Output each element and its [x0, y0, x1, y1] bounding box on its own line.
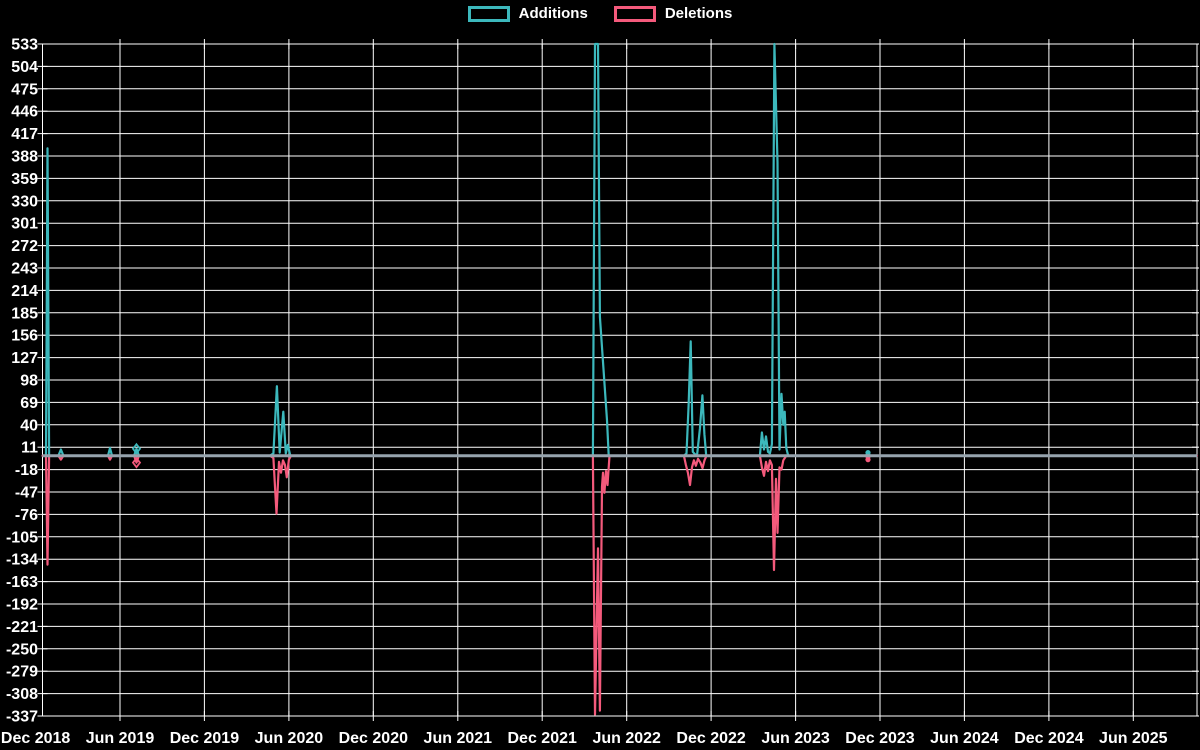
y-tick-label: 272: [11, 238, 38, 255]
y-tick-label: 446: [11, 104, 38, 121]
y-tick-label: 127: [11, 350, 38, 367]
additions-key-label: Additions: [518, 5, 588, 22]
x-tick-label: Jun 2025: [1099, 730, 1168, 747]
y-tick-label: 185: [11, 305, 38, 322]
y-tick-label: -308: [6, 686, 38, 703]
x-tick-label: Dec 2019: [170, 730, 239, 747]
x-tick-label: Dec 2024: [1014, 730, 1083, 747]
y-tick-label: 40: [20, 417, 38, 434]
y-tick-label: 243: [11, 261, 38, 278]
chart-legend: Additions Deletions: [0, 5, 1200, 22]
y-tick-label: 98: [20, 373, 38, 390]
additions-line: [41, 42, 1198, 457]
y-tick-label: 417: [11, 126, 38, 143]
y-tick-label: -134: [6, 552, 38, 569]
y-tick-label: 388: [11, 149, 38, 166]
deletions-key-swatch: [613, 5, 656, 22]
x-tick-label: Jun 2021: [424, 730, 493, 747]
deletions-key-label: Deletions: [664, 5, 733, 22]
y-tick-label: -105: [6, 529, 38, 546]
legend-item-deletions: Deletions: [613, 5, 733, 22]
x-tick-label: Dec 2020: [339, 730, 408, 747]
y-tick-label: -18: [15, 462, 38, 479]
y-tick-label: 504: [11, 59, 38, 76]
y-tick-label: -279: [6, 664, 38, 681]
y-tick-label: 69: [20, 395, 38, 412]
x-tick-label: Dec 2021: [508, 730, 577, 747]
x-tick-label: Jun 2020: [255, 730, 324, 747]
deletions-point-marker: [865, 457, 871, 463]
y-tick-label: -221: [6, 619, 38, 636]
y-tick-label: 359: [11, 171, 38, 188]
x-tick-label: Jun 2024: [930, 730, 999, 747]
y-tick-label: 330: [11, 193, 38, 210]
y-tick-label: -192: [6, 597, 38, 614]
y-tick-label: -76: [15, 507, 38, 524]
x-tick-label: Dec 2022: [676, 730, 745, 747]
y-tick-label: -47: [15, 485, 38, 502]
deletions-diamond-marker: [131, 456, 142, 469]
y-tick-label: 533: [11, 37, 38, 54]
y-tick-label: -250: [6, 641, 38, 658]
legend-item-additions: Additions: [467, 5, 588, 22]
y-tick-label: 214: [11, 283, 38, 300]
x-tick-label: Dec 2018: [1, 730, 70, 747]
additions-diamond-marker: [131, 442, 142, 455]
y-tick-label: -163: [6, 574, 38, 591]
y-tick-label: 475: [11, 81, 38, 98]
y-tick-label: 11: [21, 440, 38, 457]
y-tick-label: -337: [6, 709, 38, 726]
x-tick-label: Jun 2023: [761, 730, 830, 747]
deletions-line: [41, 454, 1198, 716]
x-tick-label: Jun 2019: [86, 730, 155, 747]
y-tick-label: 156: [11, 328, 38, 345]
x-tick-label: Dec 2023: [845, 730, 914, 747]
y-tick-label: 301: [11, 216, 38, 233]
additions-key-swatch: [467, 5, 510, 22]
x-tick-label: Jun 2022: [592, 730, 661, 747]
additions-point-marker: [865, 450, 871, 456]
